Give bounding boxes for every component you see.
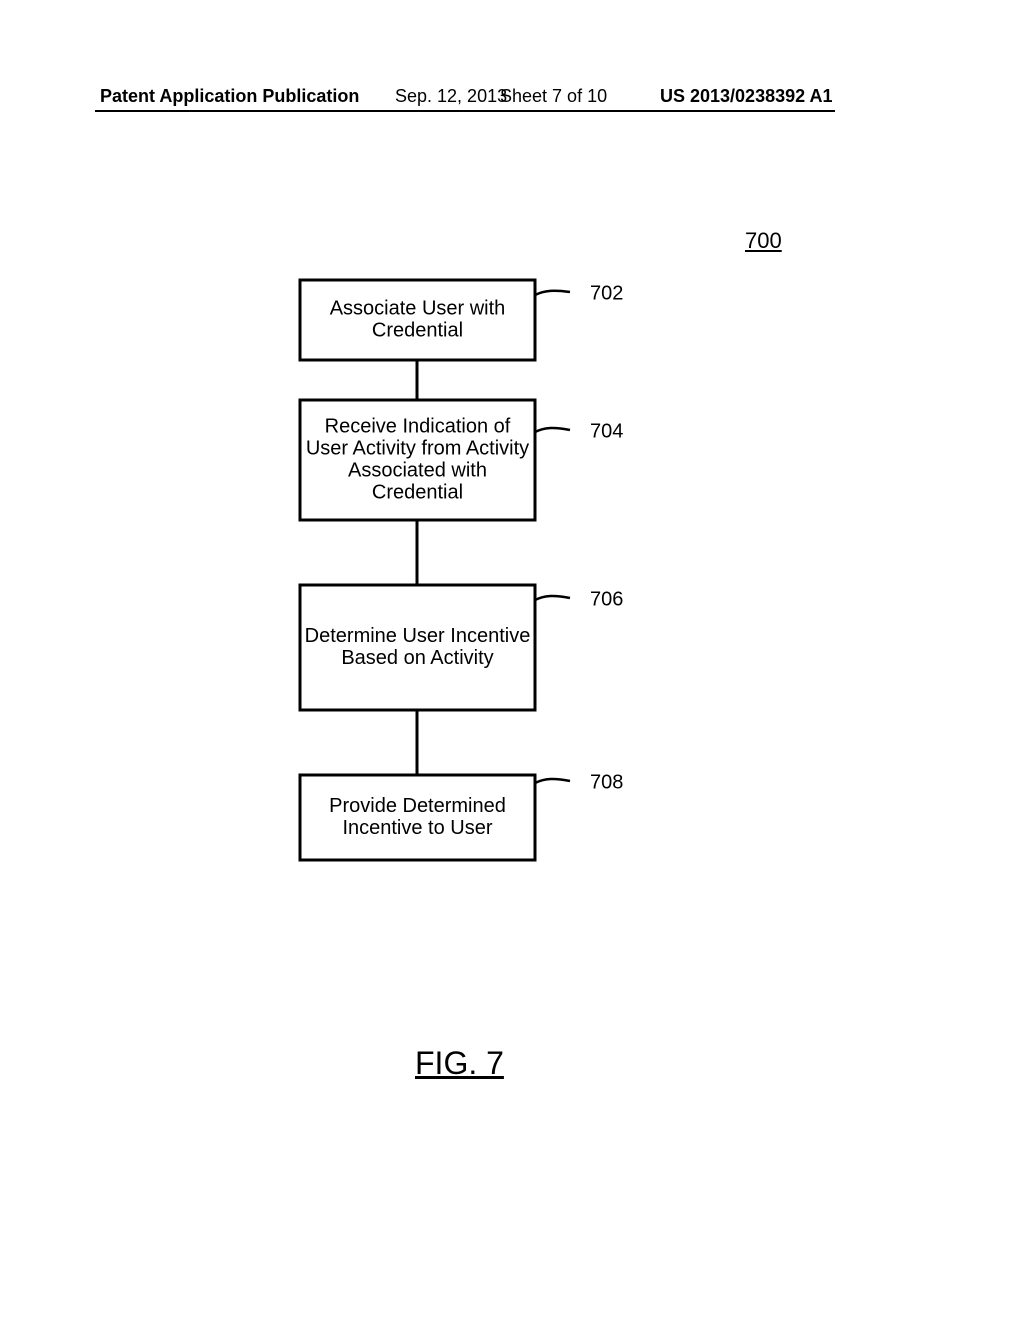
flow-label-704-line2: Associated with [348, 459, 487, 481]
leader-708 [535, 779, 570, 783]
flow-step-706: Determine User IncentiveBased on Activit… [300, 585, 623, 710]
leader-704 [535, 428, 570, 432]
flow-step-708: Provide DeterminedIncentive to User 708 [300, 771, 623, 860]
flow-label-706-line1: Based on Activity [341, 647, 493, 669]
ref-number-704: 704 [590, 420, 623, 442]
flowchart-svg: Associate User withCredential702Receive … [0, 0, 1024, 1320]
flow-label-704-line3: Credential [372, 481, 463, 503]
flow-step-704: Receive Indication ofUser Activity from … [300, 400, 623, 520]
flow-step-702: Associate User withCredential 702 [300, 280, 623, 360]
ref-number-702: 702 [590, 282, 623, 304]
ref-number-708: 708 [590, 771, 623, 793]
flow-label-704-line1: User Activity from Activity [306, 437, 529, 459]
flow-label-702-line1: Credential [372, 319, 463, 341]
page: Patent Application Publication Sep. 12, … [0, 0, 1024, 1320]
figure-caption: FIG. 7 [415, 1045, 504, 1082]
ref-number-706: 706 [590, 588, 623, 610]
flow-label-706-line0: Determine User Incentive [305, 625, 531, 647]
flow-label-702-line0: Associate User with [330, 297, 506, 319]
figure-number: 700 [745, 228, 782, 254]
leader-702 [535, 291, 570, 295]
flow-label-704-line0: Receive Indication of [325, 415, 511, 437]
flow-label-708-line1: Incentive to User [342, 817, 492, 839]
leader-706 [535, 596, 570, 600]
flow-label-708-line0: Provide Determined [329, 795, 506, 817]
